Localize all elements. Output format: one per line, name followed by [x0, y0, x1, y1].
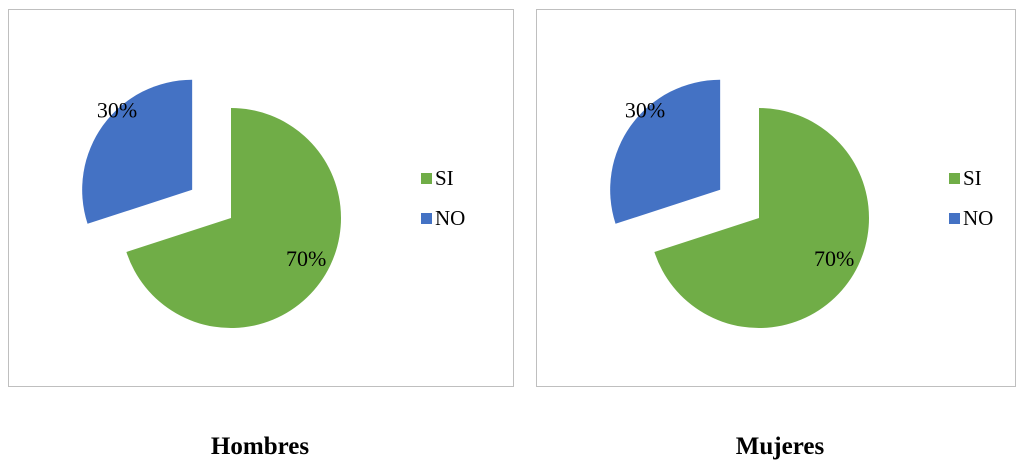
legend-label-no: NO: [963, 205, 994, 230]
legend-label-no: NO: [435, 205, 466, 230]
chart-caption-hombres: Hombres: [210, 433, 310, 460]
pie-slice-si: [126, 108, 341, 329]
legend-item-no: NO: [421, 206, 465, 230]
legend-swatch-no: [949, 212, 960, 224]
legend-label-si: SI: [963, 165, 982, 190]
data-label-no: 30%: [625, 98, 665, 123]
legend-swatch-si: [949, 172, 960, 184]
pie-slice-no: [82, 79, 193, 224]
pie-chart-hombres: 70% 30% SI NO: [8, 9, 514, 387]
chart-caption-mujeres: Mujeres: [735, 433, 825, 460]
legend-swatch-si: [421, 172, 432, 184]
legend-label-si: SI: [435, 165, 454, 190]
data-label-si: 70%: [286, 246, 326, 271]
legend: SI NO: [421, 166, 465, 246]
pie-slice-no: [610, 79, 721, 224]
legend-item-si: SI: [949, 166, 993, 190]
legend: SI NO: [949, 166, 993, 246]
data-label-no: 30%: [97, 98, 137, 123]
pie-slice-si: [654, 108, 869, 329]
data-label-si: 70%: [814, 246, 854, 271]
legend-item-si: SI: [421, 166, 465, 190]
legend-item-no: NO: [949, 206, 993, 230]
pie-chart-svg: 70% 30%: [82, 79, 341, 329]
legend-swatch-no: [421, 212, 432, 224]
pie-chart-mujeres: 70% 30% SI NO: [536, 9, 1016, 387]
pie-chart-svg: 70% 30%: [610, 79, 869, 329]
